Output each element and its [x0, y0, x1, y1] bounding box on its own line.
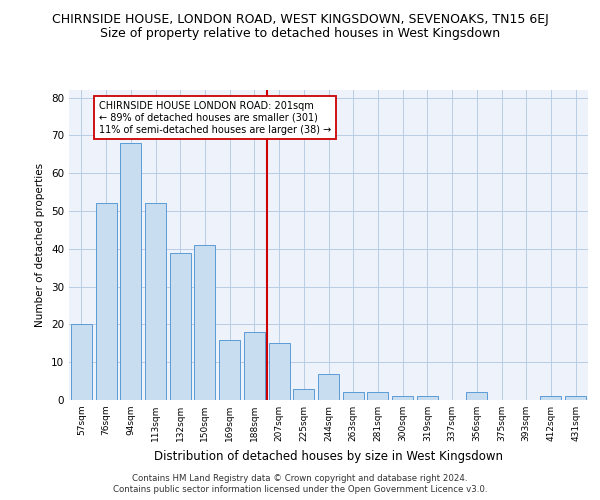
Bar	[170, 252, 191, 400]
Bar	[392, 396, 413, 400]
Bar	[244, 332, 265, 400]
Bar	[318, 374, 339, 400]
Text: CHIRNSIDE HOUSE LONDON ROAD: 201sqm
← 89% of detached houses are smaller (301)
1: CHIRNSIDE HOUSE LONDON ROAD: 201sqm ← 89…	[98, 102, 331, 134]
Bar	[541, 396, 562, 400]
Bar	[95, 204, 116, 400]
Bar	[194, 245, 215, 400]
Text: CHIRNSIDE HOUSE, LONDON ROAD, WEST KINGSDOWN, SEVENOAKS, TN15 6EJ: CHIRNSIDE HOUSE, LONDON ROAD, WEST KINGS…	[52, 12, 548, 26]
Bar	[565, 396, 586, 400]
Bar	[293, 388, 314, 400]
X-axis label: Distribution of detached houses by size in West Kingsdown: Distribution of detached houses by size …	[154, 450, 503, 462]
Bar	[343, 392, 364, 400]
Bar	[219, 340, 240, 400]
Bar	[120, 143, 141, 400]
Bar	[269, 344, 290, 400]
Bar	[145, 204, 166, 400]
Bar	[71, 324, 92, 400]
Text: Contains HM Land Registry data © Crown copyright and database right 2024.
Contai: Contains HM Land Registry data © Crown c…	[113, 474, 487, 494]
Bar	[466, 392, 487, 400]
Y-axis label: Number of detached properties: Number of detached properties	[35, 163, 46, 327]
Bar	[367, 392, 388, 400]
Bar	[417, 396, 438, 400]
Text: Size of property relative to detached houses in West Kingsdown: Size of property relative to detached ho…	[100, 28, 500, 40]
